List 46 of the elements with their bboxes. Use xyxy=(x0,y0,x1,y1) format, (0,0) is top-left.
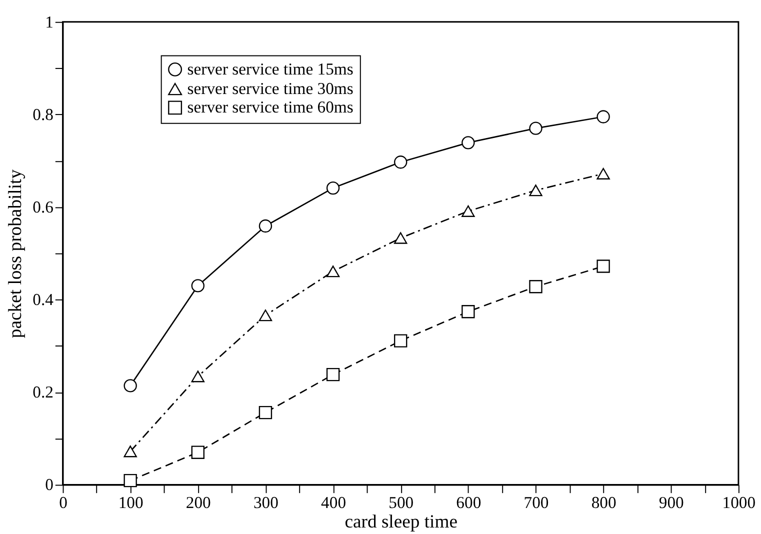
point xyxy=(596,110,610,124)
point xyxy=(394,334,408,348)
y-tick-label: 0 xyxy=(45,475,54,494)
x-tick-label: 0 xyxy=(59,492,68,512)
point xyxy=(462,305,475,318)
point xyxy=(394,156,408,169)
point xyxy=(462,136,475,150)
point xyxy=(124,474,137,488)
x-tick-label: 100 xyxy=(118,492,144,512)
legend-label: server service time 30ms xyxy=(187,78,354,98)
point xyxy=(462,205,475,217)
y-tick-label: 0.2 xyxy=(32,382,54,402)
point xyxy=(394,232,408,244)
point xyxy=(258,406,272,420)
point xyxy=(529,280,542,294)
x-tick-label: 900 xyxy=(658,492,684,512)
point xyxy=(258,219,272,233)
x-tick-label: 300 xyxy=(253,492,278,512)
x-tick-label: 700 xyxy=(524,492,549,512)
x-axis-title: card sleep time xyxy=(344,511,458,532)
point xyxy=(124,446,137,458)
point xyxy=(326,368,340,382)
legend-label: server service time 60ms xyxy=(187,98,354,117)
point xyxy=(191,446,204,459)
point xyxy=(191,370,204,382)
y-axis-title: packet loss probability xyxy=(4,168,26,338)
point xyxy=(596,260,610,273)
y-tick-label: 1 xyxy=(45,12,54,32)
x-tick-label: 200 xyxy=(186,492,211,512)
x-tick-label: 1000 xyxy=(722,492,756,512)
point xyxy=(596,168,610,180)
y-tick-label: 0.4 xyxy=(32,290,54,309)
x-tick-label: 800 xyxy=(591,492,616,512)
point xyxy=(326,181,340,195)
point xyxy=(529,122,542,135)
point xyxy=(124,379,137,392)
y-tick-label: 0.8 xyxy=(32,104,54,124)
point xyxy=(258,310,272,322)
point xyxy=(529,184,542,196)
point xyxy=(191,279,204,292)
x-tick-label: 400 xyxy=(321,492,346,512)
y-tick-label: 0.6 xyxy=(32,197,54,216)
x-tick-label: 500 xyxy=(388,492,414,512)
point xyxy=(326,266,340,278)
legend-label: server service time 15ms xyxy=(187,59,354,78)
x-tick-label: 600 xyxy=(456,492,482,512)
